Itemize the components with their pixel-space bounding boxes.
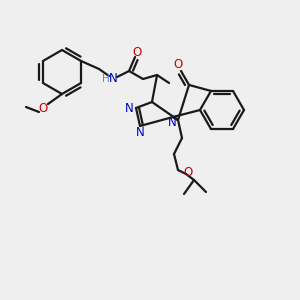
Text: H: H xyxy=(102,74,110,84)
Text: N: N xyxy=(109,73,117,85)
Text: O: O xyxy=(173,58,183,71)
Text: N: N xyxy=(168,116,176,130)
Text: N: N xyxy=(136,127,144,140)
Text: O: O xyxy=(38,103,48,116)
Text: O: O xyxy=(132,46,142,59)
Text: O: O xyxy=(183,167,193,179)
Text: N: N xyxy=(124,101,134,115)
